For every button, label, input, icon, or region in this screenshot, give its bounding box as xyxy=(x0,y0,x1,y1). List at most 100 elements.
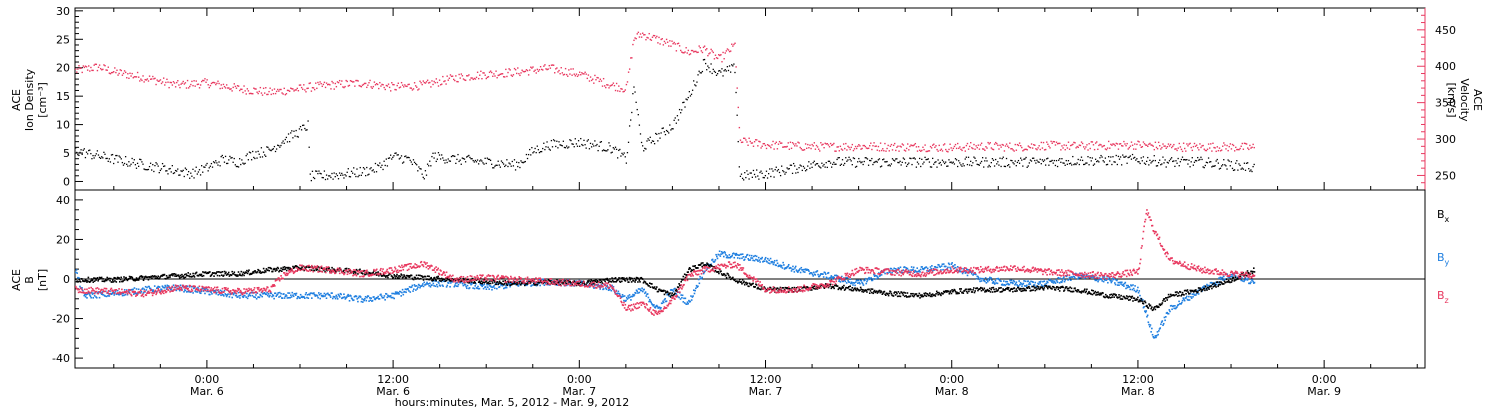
density-point xyxy=(504,165,506,168)
density-point xyxy=(381,164,383,166)
by-point xyxy=(728,254,731,256)
by-point xyxy=(1236,276,1239,279)
density-point xyxy=(1180,158,1183,161)
bx-point xyxy=(111,281,113,283)
by-point xyxy=(769,257,772,260)
velocity-point xyxy=(284,93,287,96)
by-point xyxy=(404,288,407,290)
density-point xyxy=(1127,156,1129,159)
velocity-point xyxy=(899,145,901,147)
velocity-point xyxy=(891,149,894,151)
density-point xyxy=(434,152,436,154)
velocity-point xyxy=(801,149,804,151)
density-point xyxy=(472,159,474,162)
density-point xyxy=(636,108,638,111)
velocity-point xyxy=(871,148,873,151)
velocity-point xyxy=(640,36,643,38)
velocity-point xyxy=(1087,149,1089,151)
density-point xyxy=(142,163,144,165)
density-point xyxy=(733,63,735,65)
density-point xyxy=(97,154,100,156)
velocity-point xyxy=(285,92,288,95)
bx-point xyxy=(612,281,615,283)
velocity-point xyxy=(331,80,333,83)
density-point xyxy=(976,163,978,165)
density-point xyxy=(613,148,616,150)
by-point xyxy=(993,283,996,285)
density-point xyxy=(1206,162,1209,164)
velocity-point xyxy=(1029,146,1032,149)
density-point xyxy=(467,155,469,157)
by-point xyxy=(91,291,93,294)
density-point xyxy=(1081,159,1084,162)
bx-point xyxy=(251,272,254,274)
velocity-point xyxy=(1051,142,1053,144)
bx-point xyxy=(557,281,560,284)
by-point xyxy=(1090,276,1093,278)
by-point xyxy=(950,263,953,265)
density-point xyxy=(586,140,588,142)
bx-point xyxy=(636,277,639,279)
bx-point xyxy=(513,282,516,285)
density-point xyxy=(1083,163,1085,166)
velocity-point xyxy=(1111,144,1113,146)
bx-point xyxy=(593,282,595,285)
bx-point xyxy=(677,286,680,289)
density-point xyxy=(1026,166,1028,168)
bx-point xyxy=(283,266,286,268)
by-point xyxy=(331,297,334,300)
velocity-point xyxy=(167,81,169,83)
bx-point xyxy=(588,283,591,285)
density-point xyxy=(1098,161,1100,163)
velocity-point xyxy=(260,92,263,94)
velocity-point xyxy=(795,143,797,145)
velocity-point xyxy=(1012,149,1014,151)
bx-point xyxy=(387,274,390,276)
density-point xyxy=(285,136,288,139)
velocity-point xyxy=(257,92,259,95)
by-point xyxy=(296,297,298,300)
density-point xyxy=(547,146,549,148)
density-point xyxy=(977,163,979,166)
density-point xyxy=(791,172,794,175)
density-point xyxy=(1061,158,1063,160)
by-point xyxy=(1018,280,1020,282)
density-point xyxy=(241,159,243,161)
velocity-point xyxy=(681,51,683,53)
bx-point xyxy=(126,279,129,282)
by-point xyxy=(153,285,156,287)
by-point xyxy=(392,292,395,295)
by-point xyxy=(1125,284,1128,287)
density-point xyxy=(110,154,113,156)
by-point xyxy=(991,279,993,281)
velocity-point xyxy=(1043,149,1046,151)
by-point xyxy=(857,282,859,285)
bx-point xyxy=(496,281,499,283)
velocity-point xyxy=(1083,146,1085,148)
density-point xyxy=(348,175,351,178)
velocity-point xyxy=(731,43,733,45)
density-point xyxy=(233,157,235,160)
density-point xyxy=(1029,159,1032,161)
density-point xyxy=(345,175,347,177)
density-point xyxy=(651,140,654,142)
bx-point xyxy=(402,276,405,278)
density-point xyxy=(1039,158,1041,160)
density-point xyxy=(584,144,586,146)
bx-point xyxy=(651,286,654,288)
density-point xyxy=(1033,157,1035,159)
by-point xyxy=(1224,278,1226,280)
velocity-point xyxy=(901,143,904,145)
density-point xyxy=(149,162,152,164)
density-point xyxy=(272,148,274,150)
by-point xyxy=(1063,276,1065,278)
by-point xyxy=(86,293,89,295)
velocity-point xyxy=(701,51,704,54)
velocity-point xyxy=(746,141,748,143)
by-point xyxy=(122,292,125,295)
velocity-point xyxy=(1186,143,1188,145)
velocity-point xyxy=(148,75,151,77)
velocity-point xyxy=(407,83,409,86)
density-point xyxy=(201,165,203,167)
density-point xyxy=(1077,158,1079,161)
